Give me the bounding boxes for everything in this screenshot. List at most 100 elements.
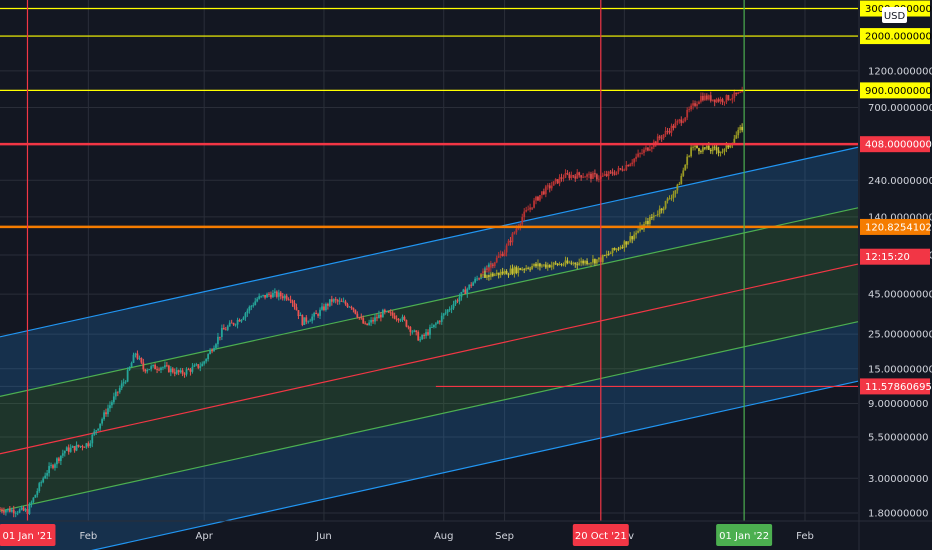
candle-body	[262, 295, 264, 296]
candle-body	[539, 195, 541, 201]
candle-body	[631, 236, 634, 240]
candle-body	[511, 268, 514, 274]
candle-body	[491, 264, 494, 267]
candle-body	[358, 317, 361, 319]
candle-body	[664, 200, 667, 209]
candle-body	[376, 317, 378, 319]
candle-body	[18, 509, 21, 513]
candle-body	[22, 507, 25, 511]
candle-body	[741, 90, 744, 93]
channel-band-upper	[0, 147, 858, 397]
candle-body	[607, 254, 610, 255]
candle-body	[680, 119, 683, 123]
candle-body	[676, 120, 679, 123]
candle-body	[28, 504, 31, 514]
candle-body	[509, 240, 512, 243]
candle-body	[401, 316, 404, 320]
candle-body	[635, 156, 638, 159]
candle-body	[124, 381, 127, 383]
channel-lower-outer-line[interactable]	[0, 380, 859, 550]
candle-body	[737, 92, 740, 94]
candle-body	[619, 247, 622, 249]
candle-body	[615, 171, 618, 175]
candle-body	[69, 447, 72, 452]
candle-body	[419, 339, 422, 341]
horizontal-levels[interactable]	[0, 7, 858, 388]
candle-body	[173, 372, 176, 374]
price-tag-bg	[860, 136, 930, 153]
candle-body	[287, 299, 290, 301]
candle-body	[682, 121, 685, 123]
candle-body	[621, 169, 624, 171]
candle-body	[540, 191, 543, 196]
candle-body	[507, 274, 510, 276]
candle-body	[275, 291, 278, 297]
candle-body	[603, 174, 606, 176]
candle-body	[30, 502, 33, 505]
candle-body	[209, 350, 211, 355]
candle-body	[733, 92, 736, 99]
candle-body	[552, 262, 555, 266]
vertical-lines[interactable]	[26, 0, 745, 521]
candle-body	[548, 185, 551, 189]
candle-body	[521, 269, 524, 271]
candle-body	[460, 291, 463, 298]
candle-body	[433, 324, 435, 328]
candle-body	[725, 95, 728, 102]
candle-body	[588, 263, 590, 265]
candle-body	[660, 137, 663, 139]
candle-body	[85, 443, 88, 448]
time-tick-label: Aug	[434, 531, 454, 542]
candle-body	[83, 447, 86, 448]
regression-channel[interactable]	[0, 146, 859, 550]
candle-body	[407, 326, 410, 328]
candle-body	[566, 173, 569, 175]
candle-body	[423, 334, 425, 336]
candle-body	[739, 126, 742, 130]
channel-upper-outer-line[interactable]	[0, 146, 859, 338]
candle-body	[183, 373, 186, 375]
candle-body	[156, 369, 158, 371]
channel-center-line[interactable]	[0, 263, 859, 455]
currency-label: USD	[884, 11, 906, 22]
channel-lower-inner-line[interactable]	[0, 321, 859, 512]
candle-body	[118, 388, 121, 393]
candle-body	[729, 145, 732, 148]
candle-body	[572, 175, 575, 177]
candle-body	[729, 99, 732, 101]
candle-body	[332, 299, 335, 302]
candle-body	[187, 369, 190, 371]
candle-body	[122, 382, 125, 384]
candle-body	[452, 304, 455, 309]
candle-body	[191, 366, 194, 372]
candle-body	[193, 365, 196, 367]
date-tag-bg	[716, 524, 773, 546]
candle-body	[226, 326, 229, 330]
candle-body	[696, 104, 698, 106]
candle-body	[291, 300, 294, 303]
candle-body	[523, 269, 526, 270]
candle-body	[244, 313, 247, 318]
date-tag-bg	[0, 524, 56, 546]
candle-body	[717, 99, 720, 102]
candle-body	[268, 293, 270, 295]
candle-body	[352, 307, 355, 310]
candle-body	[87, 443, 90, 447]
candle-body	[256, 298, 259, 302]
candle-body	[220, 328, 223, 337]
price-tick-label: 9.00000000	[868, 399, 928, 410]
candle-body	[548, 264, 551, 268]
candle-body	[305, 317, 308, 322]
candle-body	[552, 181, 555, 186]
candle-body	[344, 301, 347, 305]
candle-body	[397, 318, 400, 321]
candle-body	[189, 369, 192, 372]
candle-body	[12, 509, 15, 514]
candle-body	[586, 260, 588, 265]
candle-body	[391, 312, 394, 316]
candle-body	[568, 262, 571, 264]
candle-body	[148, 369, 151, 371]
candle-body	[501, 271, 504, 274]
candle-body	[680, 175, 683, 185]
